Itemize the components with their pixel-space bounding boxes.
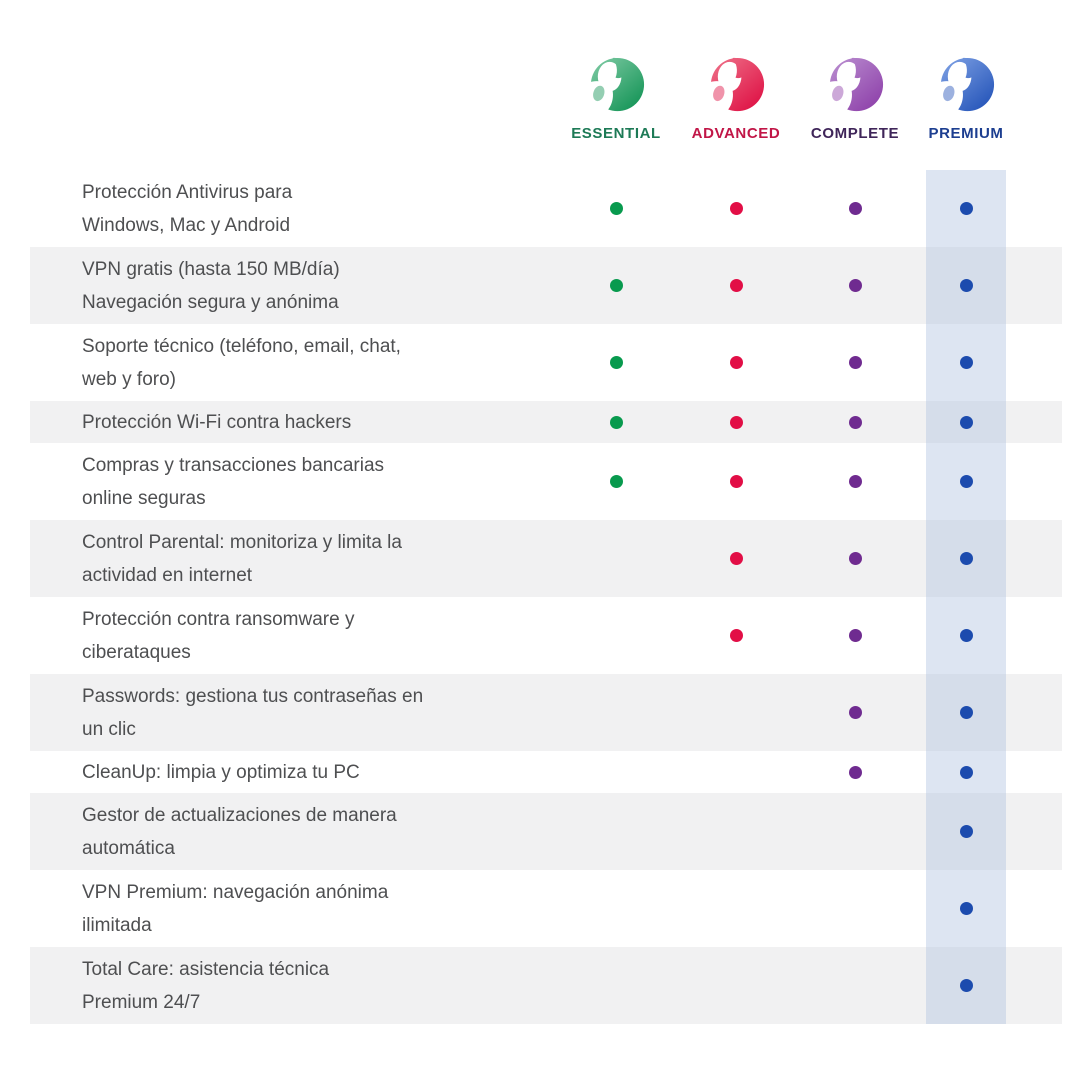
included-dot-complete xyxy=(848,279,862,292)
feature-text: VPN gratis (hasta 150 MB/día) Navegación… xyxy=(82,258,340,313)
included-dot-complete xyxy=(848,765,862,779)
included-dot-essential xyxy=(609,475,623,488)
included-dot-advanced xyxy=(729,356,743,369)
included-dot-essential xyxy=(609,279,623,292)
feature-text: VPN Premium: navegación anónima ilimitad… xyxy=(82,881,389,936)
feature-text: Protección Antivirus para Windows, Mac y… xyxy=(82,181,293,236)
included-dot-essential xyxy=(609,202,623,215)
feature-row: Compras y transacciones bancarias online… xyxy=(30,443,1062,520)
feature-row: Soporte técnico (teléfono, email, chat, … xyxy=(30,324,1062,401)
plan-name-label: ESSENTIAL xyxy=(571,125,661,142)
included-dot-complete xyxy=(848,706,862,719)
feature-row: Passwords: gestiona tus contraseñas en u… xyxy=(30,674,1062,751)
feature-row: CleanUp: limpia y optimiza tu PC xyxy=(30,751,1062,793)
included-dot-premium xyxy=(959,979,973,992)
included-dot-premium xyxy=(959,902,973,915)
feature-text: Compras y transacciones bancarias online… xyxy=(82,454,385,509)
plans-header: ESSENTIAL ADVANCED COMPLETE PREMIUM xyxy=(0,0,1079,160)
included-dot-premium xyxy=(959,765,973,779)
feature-row: Gestor de actualizaciones de manera auto… xyxy=(30,793,1062,870)
included-dot-advanced xyxy=(729,475,743,488)
feature-text: CleanUp: limpia y optimiza tu PC xyxy=(82,761,360,783)
included-dot-premium xyxy=(959,706,973,719)
included-dot-advanced xyxy=(729,202,743,215)
feature-text: Protección contra ransomware y ciberataq… xyxy=(82,608,355,663)
included-dot-advanced xyxy=(729,629,743,642)
plan-column-essential: ESSENTIAL xyxy=(546,55,686,142)
feature-table: Protección Antivirus para Windows, Mac y… xyxy=(30,170,1062,1024)
feature-row: Protección Antivirus para Windows, Mac y… xyxy=(30,170,1062,247)
included-dot-complete xyxy=(848,475,862,488)
included-dot-complete xyxy=(848,552,862,565)
included-dot-advanced xyxy=(729,279,743,292)
feature-row: Protección contra ransomware y ciberataq… xyxy=(30,597,1062,674)
plan-name-label: COMPLETE xyxy=(810,125,900,142)
plan-column-complete: COMPLETE xyxy=(785,55,925,142)
feature-text: Total Care: asistencia técnica Premium 2… xyxy=(82,958,330,1013)
included-dot-complete xyxy=(848,415,862,429)
feature-row: Total Care: asistencia técnica Premium 2… xyxy=(30,947,1062,1024)
included-dot-complete xyxy=(848,202,862,215)
panda-logo-icon-advanced xyxy=(705,55,768,118)
included-dot-premium xyxy=(959,825,973,838)
included-dot-premium xyxy=(959,475,973,488)
plan-name-label: PREMIUM xyxy=(928,125,1004,142)
panda-logo-icon-complete xyxy=(824,55,887,118)
feature-row: VPN gratis (hasta 150 MB/día) Navegación… xyxy=(30,247,1062,324)
feature-row: Control Parental: monitoriza y limita la… xyxy=(30,520,1062,597)
included-dot-advanced xyxy=(729,415,743,429)
feature-row: VPN Premium: navegación anónima ilimitad… xyxy=(30,870,1062,947)
included-dot-premium xyxy=(959,629,973,642)
included-dot-premium xyxy=(959,415,973,429)
feature-text: Control Parental: monitoriza y limita la… xyxy=(82,531,402,586)
included-dot-premium xyxy=(959,552,973,565)
panda-logo-icon-premium xyxy=(935,55,998,118)
plan-column-advanced: ADVANCED xyxy=(666,55,806,142)
included-dot-premium xyxy=(959,356,973,369)
feature-text: Protección Wi-Fi contra hackers xyxy=(82,411,352,433)
included-dot-essential xyxy=(609,415,623,429)
plan-column-premium: PREMIUM xyxy=(896,55,1036,142)
feature-text: Gestor de actualizaciones de manera auto… xyxy=(82,804,397,859)
included-dot-complete xyxy=(848,356,862,369)
feature-text: Soporte técnico (teléfono, email, chat, … xyxy=(82,335,401,390)
feature-row: Protección Wi-Fi contra hackers xyxy=(30,401,1062,443)
included-dot-essential xyxy=(609,356,623,369)
included-dot-advanced xyxy=(729,552,743,565)
included-dot-complete xyxy=(848,629,862,642)
feature-text: Passwords: gestiona tus contraseñas en u… xyxy=(82,685,424,740)
plan-name-label: ADVANCED xyxy=(691,125,781,142)
panda-logo-icon-essential xyxy=(585,55,648,118)
included-dot-premium xyxy=(959,279,973,292)
included-dot-premium xyxy=(959,202,973,215)
